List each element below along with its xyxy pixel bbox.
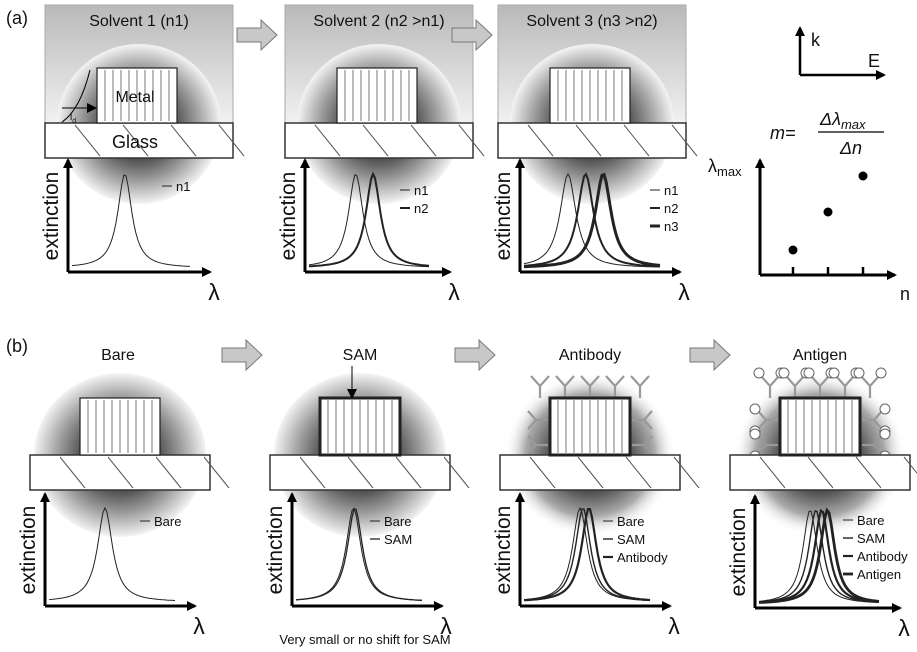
label: (b) [6,336,28,356]
label: λ [208,279,220,305]
label: SAM [857,531,885,546]
formula-numerator: Δλmax [819,109,866,132]
point [789,246,798,255]
step-arrow [237,20,277,50]
figure: (a) Solvent 1 (n1) Solvent 2 (n2 >n1) Solve… [0,0,917,652]
label: Glass [112,132,158,152]
label: Bare [101,347,135,364]
decay-length-sub: d [72,118,76,125]
label: extinction [727,508,750,597]
label: extinction [264,506,287,595]
label: m= [770,123,796,143]
glass-slab [285,123,473,158]
label: Very small or no shift for SAM [279,632,450,647]
label: Metal [115,89,154,106]
label: λ [193,613,205,639]
label: Antibody [857,549,908,564]
lambda-max-symbol: λ [708,156,717,176]
label: n3 [664,219,678,234]
antigen [750,404,760,414]
label: Antigen [857,567,901,582]
label: extinction [492,172,515,261]
label: (a) [6,8,28,28]
label: SAM [384,532,412,547]
label: SAM [617,532,645,547]
label: Antibody [617,550,668,565]
label: λ [678,279,690,305]
label: Solvent 1 (n1) [89,13,189,30]
antigen [829,368,839,378]
antigen [754,368,764,378]
label: k [811,30,821,50]
label: n1 [414,183,428,198]
antigen [880,429,890,439]
label: λ [668,613,680,639]
label: n2 [414,201,428,216]
label: Antigen [793,347,847,364]
formula-num-sub: max [841,117,866,132]
lambda-max-sub: max [717,164,742,179]
label: n1 [664,183,678,198]
label: extinction [492,506,515,595]
label: n2 [664,201,678,216]
formula-num: Δλ [819,109,841,129]
label: extinction [17,506,40,595]
antigen [779,368,789,378]
point [859,172,868,181]
label: Solvent 3 (n3 >n2) [526,13,657,30]
label: Bare [384,514,411,529]
label: λ [898,615,910,641]
label: Bare [154,514,181,529]
label: Antibody [559,347,621,364]
label: extinction [277,172,300,261]
antigen [804,368,814,378]
label: Bare [857,513,884,528]
label: n [900,284,910,304]
label: extinction [40,172,63,261]
label: SAM [343,347,378,364]
label: Bare [617,514,644,529]
antigen [880,404,890,414]
step-arrow [690,340,730,370]
step-arrow [222,340,262,370]
label: E [868,51,880,71]
label: n1 [176,179,190,194]
label: λ [448,279,460,305]
antigen [750,429,760,439]
step-arrow [455,340,495,370]
point [824,208,833,217]
antigen [854,368,864,378]
antigen [876,368,886,378]
label: Solvent 2 (n2 >n1) [313,13,444,30]
lambda-max-label: λmax [708,156,742,179]
label: Δn [839,138,862,158]
glass-slab [498,123,686,158]
